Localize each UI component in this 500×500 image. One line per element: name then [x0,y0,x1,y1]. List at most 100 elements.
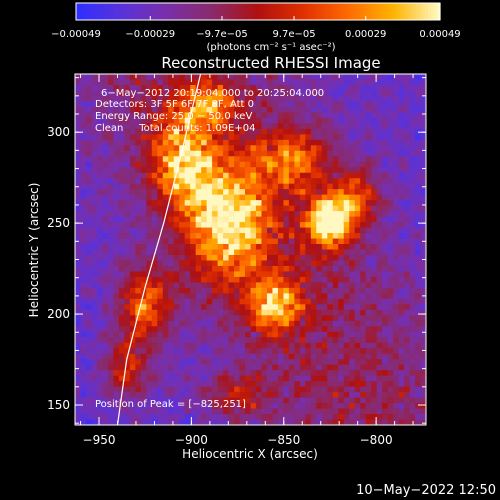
heatmap-cell [184,265,191,272]
heatmap-cell [157,271,164,278]
heatmap-cell [376,167,383,174]
heatmap-cell [376,309,383,316]
heatmap-cell [146,161,153,168]
heatmap-cell [343,381,350,388]
heatmap-cell [398,79,405,86]
heatmap-cell [277,227,284,234]
heatmap-cell [354,265,361,272]
heatmap-cell [206,123,213,130]
heatmap-cell [343,172,350,179]
heatmap-cell [354,293,361,300]
heatmap-cell [75,167,81,174]
heatmap-cell [239,244,246,250]
heatmap-cell [135,117,142,124]
heatmap-cell [91,370,98,377]
heatmap-cell [409,287,416,294]
heatmap-cell [201,216,208,223]
heatmap-cell [129,381,136,388]
heatmap-cell [294,260,301,267]
heatmap-cell [272,205,279,212]
heatmap-cell [288,282,295,289]
heatmap-cell [135,265,142,272]
heatmap-cell [321,375,328,382]
heatmap-cell [327,167,334,174]
heatmap-cell [387,342,394,349]
heatmap-cell [151,227,158,234]
heatmap-cell [299,403,306,409]
heatmap-cell [266,183,273,190]
heatmap-cell [96,315,103,322]
heatmap-cell [343,348,350,355]
heatmap-cell [223,414,229,420]
heatmap-cell [239,419,246,426]
heatmap-cell [376,364,383,371]
heatmap-cell [217,298,224,305]
heatmap-cell [404,348,410,355]
heatmap-cell [168,276,175,283]
heatmap-cell [113,106,120,113]
heatmap-cell [316,79,323,86]
heatmap-cell [277,337,284,344]
heatmap-cell [206,298,213,305]
heatmap-cell [404,79,410,86]
heatmap-cell [223,265,229,272]
heatmap-cell [376,205,383,212]
heatmap-cell [113,337,120,344]
colorbar-tick-label: 0.00029 [345,29,386,40]
heatmap-cell [228,205,235,212]
heatmap-cell [118,145,125,152]
heatmap-cell [212,178,218,185]
heatmap-cell [135,315,142,322]
heatmap-cell [118,304,125,311]
colorbar-segment [206,3,211,20]
heatmap-cell [294,381,301,388]
heatmap-cell [75,95,81,102]
colorbar-segment [288,3,292,20]
heatmap-cell [184,79,191,86]
heatmap-cell [354,84,361,91]
heatmap-cell [140,172,147,179]
heatmap-cell [107,145,114,152]
heatmap-cell [321,178,328,185]
heatmap-cell [113,287,120,294]
heatmap-cell [212,194,218,201]
heatmap-cell [168,282,175,289]
heatmap-cell [91,211,98,217]
heatmap-cell [146,222,153,228]
heatmap-cell [327,150,334,157]
heatmap-cell [234,238,240,245]
heatmap-cell [250,117,257,124]
heatmap-cell [228,408,235,415]
heatmap-cell [239,194,246,201]
heatmap-cell [365,359,372,366]
heatmap-cell [85,178,92,185]
heatmap-cell [201,326,208,333]
heatmap-cell [250,260,257,267]
heatmap-cell [118,265,125,272]
heatmap-cell [316,364,323,371]
heatmap-cell [360,145,367,152]
heatmap-cell [118,74,125,80]
heatmap-cell [91,95,98,102]
heatmap-cell [354,282,361,289]
time-range-annotation: 6−May−2012 20:19:04.000 to 20:25:04.000 [101,88,324,99]
heatmap-cell [151,200,158,207]
heatmap-cell [129,249,136,256]
heatmap-cell [85,161,92,168]
heatmap-cell [338,112,345,119]
heatmap-cell [360,364,367,371]
heatmap-cell [113,381,120,388]
heatmap-cell [365,161,372,168]
heatmap-cell [212,79,218,86]
heatmap-cell [310,298,317,305]
heatmap-cell [294,205,301,212]
heatmap-cell [387,211,394,217]
heatmap-cell [80,134,87,141]
colorbar-segment [391,3,396,20]
heatmap-cell [80,337,87,344]
heatmap-cell [135,161,142,168]
heatmap-cell [409,320,416,327]
heatmap-cell [124,287,131,294]
heatmap-cell [113,386,120,393]
heatmap-cell [140,211,147,217]
